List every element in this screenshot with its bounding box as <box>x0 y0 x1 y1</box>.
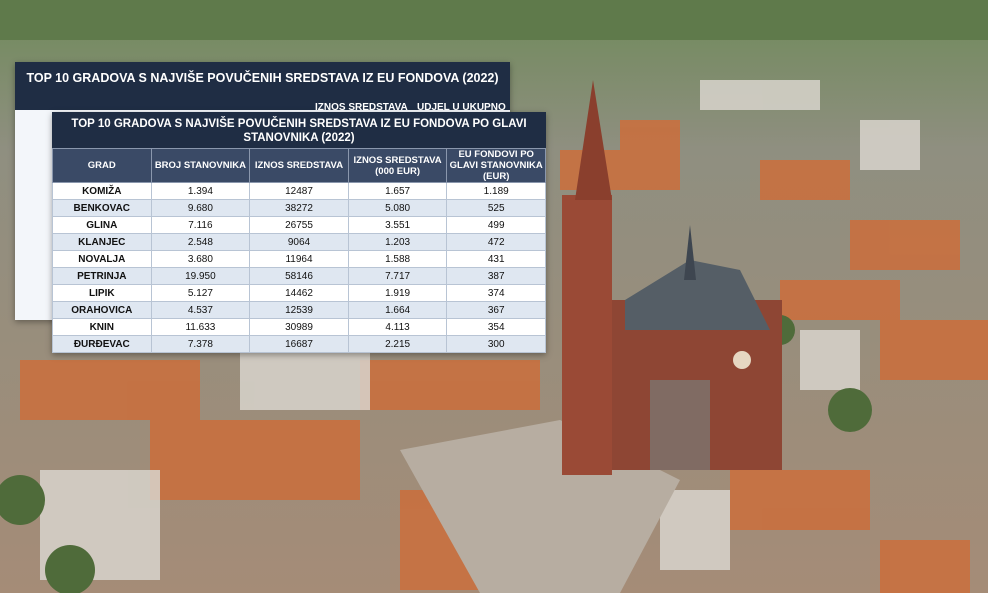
value-cell: 2.215 <box>347 335 448 353</box>
city-cell: LIPIK <box>52 284 152 302</box>
value-cell: 525 <box>446 199 546 217</box>
table-row: GLINA 7.116 26755 3.551 499 <box>52 216 546 234</box>
city-cell: ORAHOVICA <box>52 301 152 319</box>
back-table-title: TOP 10 GRADOVA S NAJVIŠE POVUČENIH SREDS… <box>15 62 510 110</box>
value-cell: 19.950 <box>150 267 251 285</box>
value-cell: 9.680 <box>150 199 251 217</box>
front-table-title: TOP 10 GRADOVA S NAJVIŠE POVUČENIH SREDS… <box>52 112 546 148</box>
value-cell: 1.919 <box>347 284 448 302</box>
table-row: BENKOVAC 9.680 38272 5.080 525 <box>52 199 546 217</box>
value-cell: 3.551 <box>347 216 448 234</box>
value-cell: 4.537 <box>150 301 251 319</box>
data-table: GRAD BROJ STANOVNIKA IZNOS SREDSTAVA IZNOS … <box>52 148 546 353</box>
value-cell: 12539 <box>249 301 349 319</box>
cathedral <box>562 80 782 475</box>
value-cell: 387 <box>446 267 546 285</box>
value-cell: 1.189 <box>446 182 546 200</box>
value-cell: 16687 <box>249 335 349 353</box>
value-cell: 1.203 <box>347 233 448 251</box>
table-row: ORAHOVICA 4.537 12539 1.664 367 <box>52 301 546 319</box>
value-cell: 58146 <box>249 267 349 285</box>
table-row: LIPIK 5.127 14462 1.919 374 <box>52 284 546 302</box>
back-table-header: IZNOS SREDSTAVA <box>315 102 408 113</box>
city-cell: BENKOVAC <box>52 199 152 217</box>
table-body: KOMIŽA 1.394 12487 1.657 1.189 BENKOVAC 9.680 3… <box>52 182 546 353</box>
value-cell: 5.080 <box>347 199 448 217</box>
table-row: KLANJEC 2.548 9064 1.203 472 <box>52 233 546 251</box>
table-row: KNIN 11.633 30989 4.113 354 <box>52 318 546 336</box>
city-cell: ĐURĐEVAC <box>52 335 152 353</box>
value-cell: 4.113 <box>347 318 448 336</box>
value-cell: 1.588 <box>347 250 448 268</box>
column-header: IZNOS SREDSTAVA (000 EUR) <box>347 148 448 183</box>
value-cell: 26755 <box>249 216 349 234</box>
table-row: NOVALJA 3.680 11964 1.588 431 <box>52 250 546 268</box>
value-cell: 367 <box>446 301 546 319</box>
value-cell: 5.127 <box>150 284 251 302</box>
value-cell: 2.548 <box>150 233 251 251</box>
header-row: GRAD BROJ STANOVNIKA IZNOS SREDSTAVA IZNOS … <box>52 148 546 183</box>
back-table-header: UDJEL U UKUPNO <box>417 102 506 113</box>
city-cell: KLANJEC <box>52 233 152 251</box>
city-cell: KNIN <box>52 318 152 336</box>
city-cell: PETRINJA <box>52 267 152 285</box>
table-row: ĐURĐEVAC 7.378 16687 2.215 300 <box>52 335 546 353</box>
column-header: BROJ STANOVNIKA <box>150 148 251 183</box>
value-cell: 1.664 <box>347 301 448 319</box>
value-cell: 7.717 <box>347 267 448 285</box>
value-cell: 300 <box>446 335 546 353</box>
value-cell: 1.394 <box>150 182 251 200</box>
value-cell: 7.378 <box>150 335 251 353</box>
front-table: TOP 10 GRADOVA S NAJVIŠE POVUČENIH SREDS… <box>52 112 546 353</box>
value-cell: 7.116 <box>150 216 251 234</box>
value-cell: 38272 <box>249 199 349 217</box>
value-cell: 374 <box>446 284 546 302</box>
value-cell: 472 <box>446 233 546 251</box>
value-cell: 14462 <box>249 284 349 302</box>
value-cell: 354 <box>446 318 546 336</box>
column-header: IZNOS SREDSTAVA <box>249 148 349 183</box>
city-cell: KOMIŽA <box>52 182 152 200</box>
value-cell: 12487 <box>249 182 349 200</box>
table-row: PETRINJA 19.950 58146 7.717 387 <box>52 267 546 285</box>
value-cell: 9064 <box>249 233 349 251</box>
value-cell: 11.633 <box>150 318 251 336</box>
city-cell: NOVALJA <box>52 250 152 268</box>
city-cell: GLINA <box>52 216 152 234</box>
value-cell: 30989 <box>249 318 349 336</box>
value-cell: 11964 <box>249 250 349 268</box>
value-cell: 1.657 <box>347 182 448 200</box>
value-cell: 431 <box>446 250 546 268</box>
value-cell: 499 <box>446 216 546 234</box>
value-cell: 3.680 <box>150 250 251 268</box>
table-row: KOMIŽA 1.394 12487 1.657 1.189 <box>52 182 546 200</box>
column-header: GRAD <box>52 148 152 183</box>
column-header: EU FONDOVI PO GLAVI STANOVNIKA (EUR) <box>446 148 546 183</box>
